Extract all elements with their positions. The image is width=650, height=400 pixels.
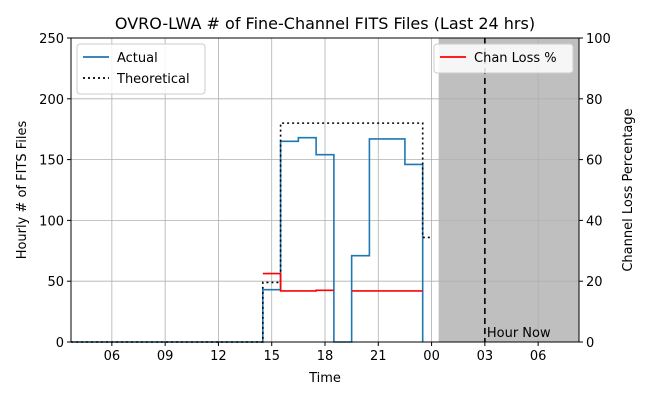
y2-tick-label: 60 bbox=[586, 154, 603, 169]
x-tick-label: 21 bbox=[370, 349, 387, 364]
y-tick-label: 150 bbox=[39, 154, 64, 169]
y-tick-label: 0 bbox=[56, 336, 64, 351]
x-tick-label: 06 bbox=[530, 349, 547, 364]
x-tick-label: 06 bbox=[104, 349, 121, 364]
x-tick-label: 12 bbox=[210, 349, 227, 364]
shaded-region-layer bbox=[438, 38, 579, 342]
x-tick-label: 00 bbox=[423, 349, 440, 364]
ticks-layer: 06 09 12 15 18 21 00 03 06 0 50 100 150 200 250 0 20 40 60… bbox=[39, 32, 611, 364]
series-layer bbox=[71, 122, 432, 343]
x-tick-label: 09 bbox=[157, 349, 174, 364]
now-line-layer: Hour Now bbox=[484, 38, 551, 342]
y-tick-label: 200 bbox=[39, 93, 64, 108]
legend-layer: Actual Theoretical Chan Loss % bbox=[76, 43, 574, 95]
legend-label-chan-loss: Chan Loss % bbox=[474, 51, 557, 66]
y2-tick-label: 80 bbox=[586, 93, 603, 108]
x-tick-label: 15 bbox=[263, 349, 280, 364]
y2-tick-label: 0 bbox=[586, 336, 594, 351]
x-tick-label: 03 bbox=[477, 349, 494, 364]
y2-tick-label: 40 bbox=[586, 214, 603, 229]
y-tick-label: 50 bbox=[47, 275, 64, 290]
series-line-actual bbox=[71, 136, 424, 343]
y-tick-label: 100 bbox=[39, 214, 64, 229]
legend-label-theoretical: Theoretical bbox=[116, 72, 190, 87]
legend-right-box bbox=[433, 43, 574, 74]
series-line-theoretical bbox=[71, 122, 432, 343]
chart-title: OVRO-LWA # of Fine-Channel FITS Files (L… bbox=[115, 14, 535, 33]
hour-now-label: Hour Now bbox=[487, 326, 551, 341]
y2-tick-label: 100 bbox=[586, 32, 611, 47]
y2-axis-label: Channel Loss Percentage bbox=[621, 108, 636, 271]
y-axis-label: Hourly # of FITS Files bbox=[15, 120, 30, 259]
x-axis-label: Time bbox=[308, 371, 341, 386]
future-shaded-region bbox=[438, 38, 579, 342]
series-line-chan-loss bbox=[262, 272, 334, 292]
legend-label-actual: Actual bbox=[117, 51, 158, 66]
y2-tick-label: 20 bbox=[586, 275, 603, 290]
x-tick-label: 18 bbox=[317, 349, 334, 364]
y-tick-label: 250 bbox=[39, 32, 64, 47]
